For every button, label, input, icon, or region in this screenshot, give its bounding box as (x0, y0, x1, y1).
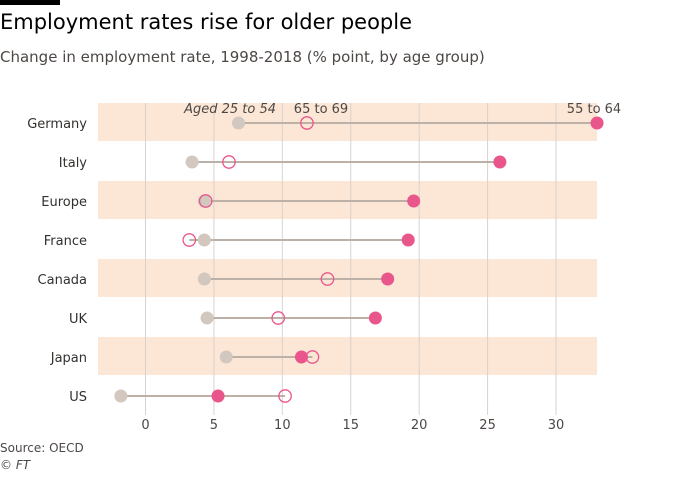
source-note: Source: OECD (0, 441, 84, 455)
point-65-69-uk (271, 311, 286, 325)
point-55-64-canada (381, 272, 395, 286)
point-55-64-germany (590, 116, 604, 130)
x-tick-label-30: 30 (548, 418, 565, 433)
point-aged-25-54-canada (197, 272, 211, 286)
category-labels: Germany Italy Europe France Canada UK Japan US (27, 117, 87, 405)
connector-lines (120, 122, 598, 397)
gridlines (145, 103, 557, 415)
point-55-64-uk (368, 311, 382, 325)
legend-65-69: 65 to 69 (294, 102, 348, 117)
data-points (114, 116, 604, 403)
legend-aged-25-54: Aged 25 to 54 (183, 102, 276, 117)
point-65-69-italy (222, 155, 236, 169)
category-label-japan: Japan (50, 351, 87, 366)
legend-labels: Aged 25 to 54 65 to 69 55 to 64 (183, 102, 621, 117)
point-aged-25-54-uk (200, 311, 214, 325)
point-55-64-japan (294, 350, 308, 364)
point-65-69-us (278, 389, 292, 403)
category-label-uk: UK (69, 312, 88, 327)
row-band-japan (98, 337, 597, 375)
point-55-64-france (401, 233, 415, 247)
category-label-italy: Italy (59, 156, 88, 171)
category-label-france: France (44, 234, 87, 249)
point-aged-25-54-japan (219, 350, 233, 364)
point-aged-25-54-france (197, 233, 211, 247)
x-tick-label-20: 20 (411, 418, 428, 433)
point-65-69-canada (320, 272, 335, 286)
x-tick-label-0: 0 (141, 418, 149, 433)
point-55-64-europe (407, 194, 421, 208)
point-65-69-europe (198, 194, 213, 208)
point-55-64-italy (493, 155, 507, 169)
x-axis-ticks: 0 5 10 15 20 25 30 (141, 418, 564, 433)
category-label-us: US (69, 390, 87, 405)
category-label-germany: Germany (27, 117, 87, 132)
chart-subtitle: Change in employment rate, 1998-2018 (% … (0, 48, 485, 66)
point-65-69-japan (305, 350, 320, 364)
point-55-64-us (211, 389, 225, 403)
x-tick-label-10: 10 (274, 418, 291, 433)
x-tick-label-25: 25 (479, 418, 496, 433)
point-65-69-france (182, 233, 197, 247)
x-tick-label-15: 15 (342, 418, 359, 433)
point-65-69-germany (300, 116, 314, 130)
point-aged-25-54-italy (185, 155, 199, 169)
x-tick-label-5: 5 (210, 418, 218, 433)
legend-55-64: 55 to 64 (567, 102, 621, 117)
chart-title: Employment rates rise for older people (0, 10, 413, 34)
ft-top-bar (0, 0, 60, 5)
point-aged-25-54-us (114, 389, 128, 403)
category-label-canada: Canada (38, 273, 87, 288)
category-label-europe: Europe (41, 195, 87, 210)
point-aged-25-54-germany (232, 116, 246, 130)
copyright-note: © FT (0, 458, 31, 472)
